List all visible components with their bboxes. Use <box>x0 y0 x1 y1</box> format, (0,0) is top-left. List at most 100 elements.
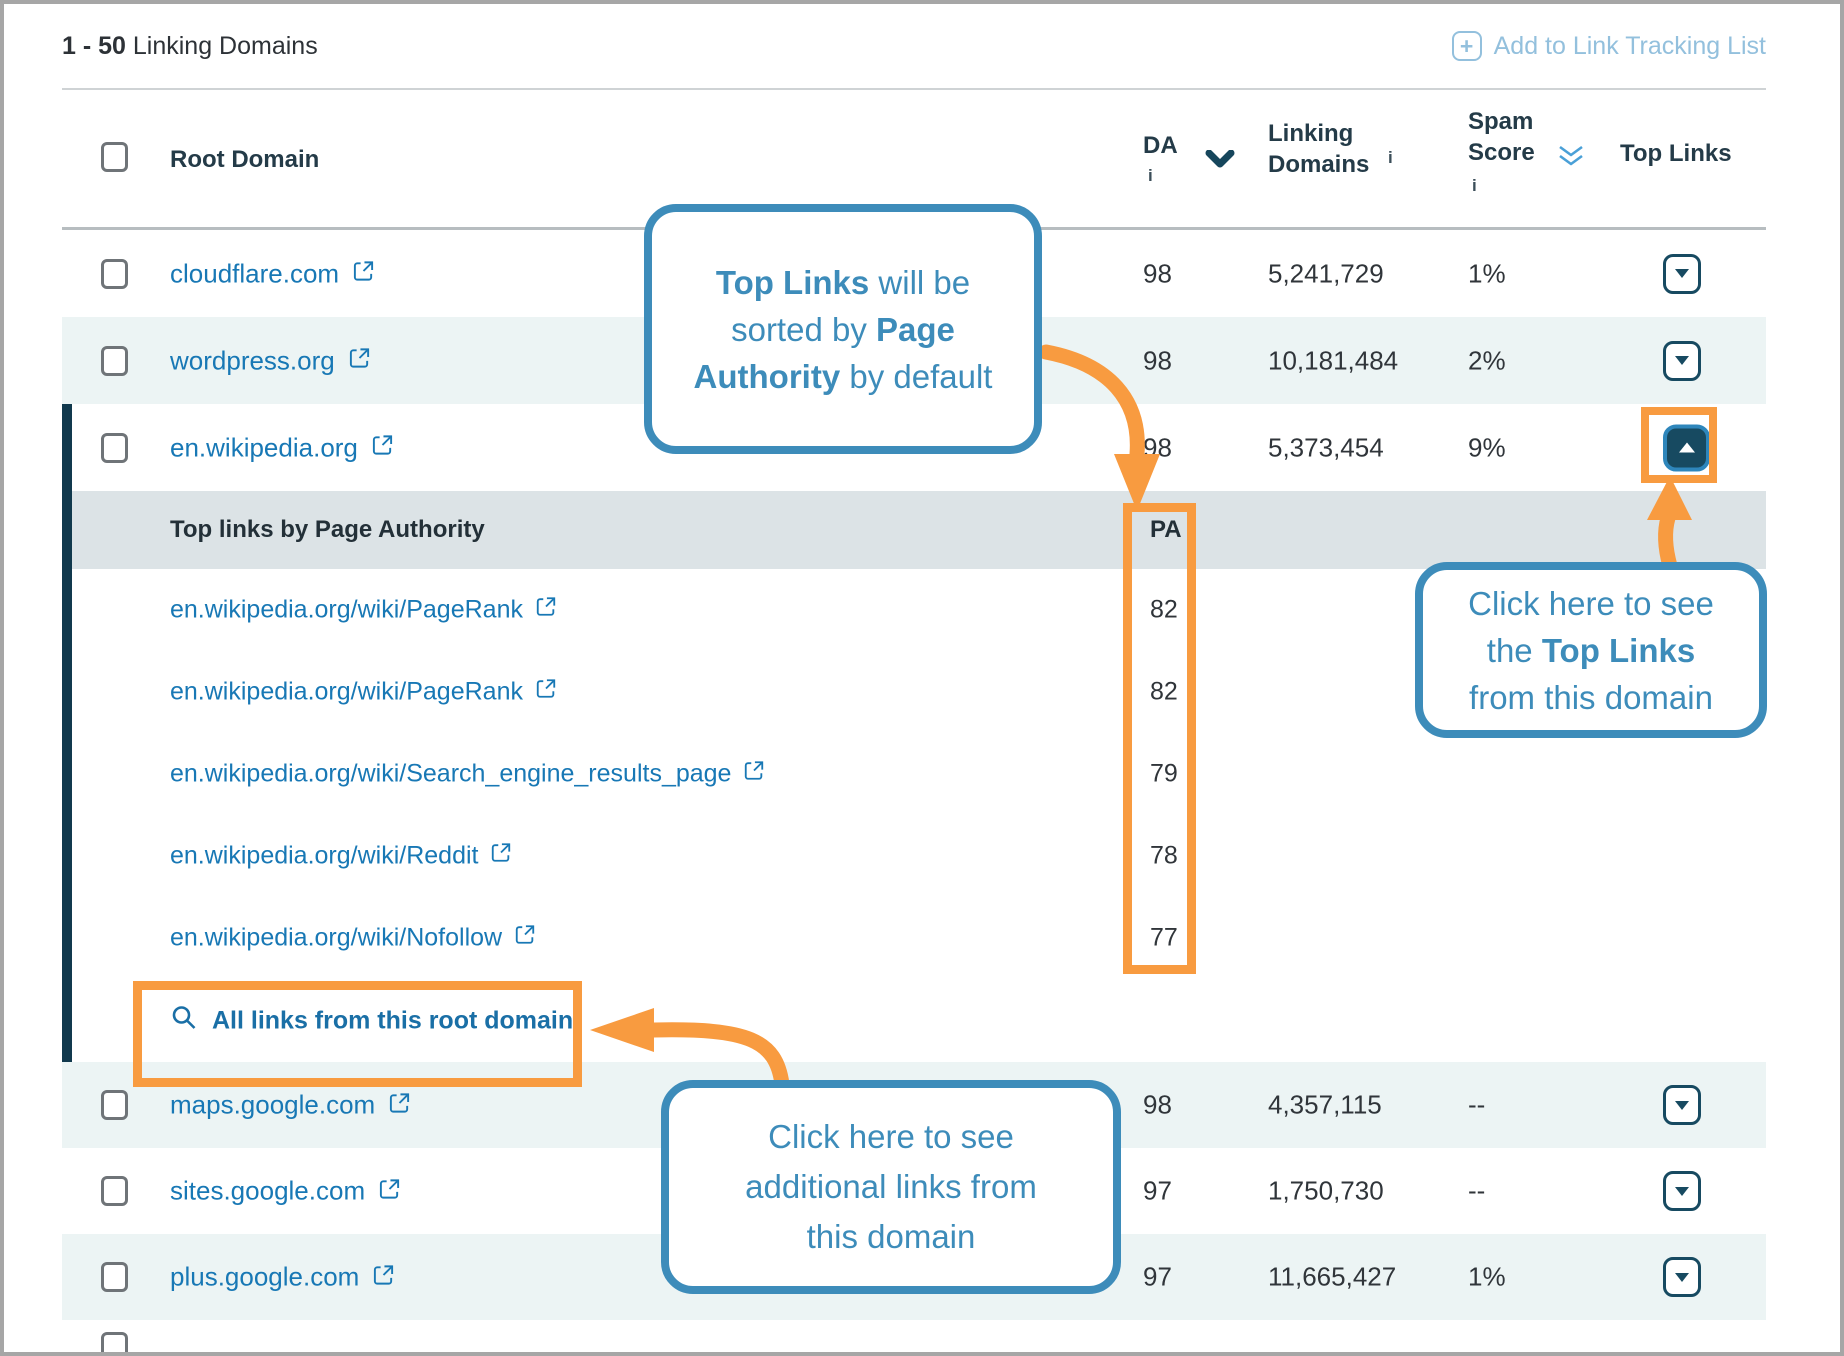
table-row: en.wikipedia.org 98 5,373,454 9% <box>62 404 1766 491</box>
root-domain-link[interactable]: plus.google.com <box>170 1261 360 1292</box>
top-links-collapse-button[interactable] <box>1663 424 1710 471</box>
expanded-left-bar <box>62 404 72 1062</box>
top-links-expand-button[interactable] <box>1663 1085 1701 1125</box>
column-top-links: Top Links <box>1620 140 1732 167</box>
pa-value: 77 <box>1150 923 1178 952</box>
plus-icon: + <box>1451 31 1482 61</box>
result-range: 1 - 50 <box>62 31 126 60</box>
caret-down-icon <box>1675 1272 1689 1282</box>
row-checkbox[interactable] <box>101 345 128 376</box>
linking-domains-value: 5,373,454 <box>1268 432 1384 462</box>
page-title: 1 - 50 Linking Domains <box>62 32 318 61</box>
spam-score-info-icon[interactable]: i <box>1472 176 1477 195</box>
da-value: 98 <box>1143 432 1172 462</box>
external-link-icon[interactable] <box>348 347 371 375</box>
da-value: 97 <box>1143 1261 1172 1292</box>
callout-top-links-sort: Top Links will be sorted by Page Authori… <box>644 204 1042 454</box>
pa-column-highlight <box>1123 503 1196 974</box>
all-links-label: All links from this root domain <box>212 1006 574 1034</box>
add-to-link-tracking-label: Add to Link Tracking List <box>1493 31 1766 60</box>
linking-domains-value: 1,750,730 <box>1268 1175 1384 1206</box>
external-link-icon[interactable] <box>388 1091 411 1119</box>
external-link-icon[interactable] <box>535 596 557 625</box>
top-link-url[interactable]: en.wikipedia.org/wiki/Nofollow <box>170 924 536 953</box>
top-link-url[interactable]: en.wikipedia.org/wiki/PageRank <box>170 678 557 707</box>
da-value: 98 <box>1143 345 1172 375</box>
row-checkbox[interactable] <box>101 1176 128 1206</box>
caret-up-icon <box>1678 442 1695 453</box>
callout-top-links-toggle: Click here to see the Top Links from thi… <box>1415 562 1767 738</box>
external-link-icon[interactable] <box>378 1177 401 1205</box>
top-links-expand-button[interactable] <box>1663 1257 1701 1297</box>
spam-score-value: 1% <box>1468 258 1506 288</box>
select-all-checkbox[interactable] <box>101 142 128 172</box>
callout-additional-links: Click here to see additional links from … <box>661 1080 1121 1294</box>
root-domain-link[interactable]: cloudflare.com <box>170 258 340 288</box>
caret-down-icon <box>1675 269 1689 278</box>
pa-value: 79 <box>1150 759 1178 788</box>
caret-down-icon <box>1675 1186 1689 1196</box>
double-chevron-icon[interactable] <box>1556 144 1586 173</box>
column-da: DA <box>1143 132 1178 159</box>
caret-down-icon <box>1675 1100 1689 1110</box>
linking-domains-value: 10,181,484 <box>1268 345 1399 375</box>
spam-score-value: -- <box>1468 1089 1486 1120</box>
all-links-row: All links from this root domain <box>62 979 1766 1062</box>
column-linking-domains: Linking Domains <box>1268 120 1370 178</box>
top-links-expand-button[interactable] <box>1663 253 1701 294</box>
caret-down-icon <box>1675 356 1689 365</box>
sort-desc-icon[interactable] <box>1205 149 1235 173</box>
da-value: 98 <box>1143 1089 1172 1120</box>
top-link-row: en.wikipedia.org/wiki/Search_engine_resu… <box>62 733 1766 815</box>
linking-domains-value: 5,241,729 <box>1268 258 1384 288</box>
section-title: Top links by Page Authority <box>170 516 485 543</box>
external-link-icon[interactable] <box>352 260 375 288</box>
top-links-expand-button[interactable] <box>1663 1171 1701 1211</box>
result-title: Linking Domains <box>132 31 318 60</box>
table-row: cloudflare.com 98 5,241,729 1% <box>62 230 1766 317</box>
row-checkbox[interactable] <box>101 1332 128 1352</box>
external-link-icon[interactable] <box>372 1263 395 1291</box>
all-links-button[interactable]: All links from this root domain <box>170 1003 573 1038</box>
pa-value: 82 <box>1150 677 1178 706</box>
spam-score-value: 1% <box>1468 1261 1506 1292</box>
spam-score-value: 9% <box>1468 432 1506 462</box>
top-links-section-header: Top links by Page Authority PA <box>62 491 1766 569</box>
row-checkbox[interactable] <box>101 432 128 463</box>
top-link-url[interactable]: en.wikipedia.org/wiki/Search_engine_resu… <box>170 760 765 789</box>
root-domain-link[interactable]: sites.google.com <box>170 1175 366 1206</box>
all-links-highlight <box>133 981 582 1087</box>
external-link-icon[interactable] <box>743 760 765 789</box>
row-checkbox[interactable] <box>101 1262 128 1292</box>
linking-domains-info-icon[interactable]: i <box>1388 148 1393 167</box>
title-bar: 1 - 50 Linking Domains + Add to Link Tra… <box>62 4 1766 90</box>
top-links-expand-button[interactable] <box>1663 340 1701 381</box>
external-link-icon[interactable] <box>535 678 557 707</box>
external-link-icon[interactable] <box>371 434 394 462</box>
top-link-row: en.wikipedia.org/wiki/Reddit 78 <box>62 815 1766 897</box>
external-link-icon[interactable] <box>514 924 536 953</box>
row-checkbox[interactable] <box>101 1090 128 1120</box>
expanded-domain-group: en.wikipedia.org 98 5,373,454 9% Top lin… <box>62 404 1766 1062</box>
da-value: 97 <box>1143 1175 1172 1206</box>
spam-score-value: -- <box>1468 1175 1486 1206</box>
row-checkbox[interactable] <box>101 258 128 289</box>
top-link-url[interactable]: en.wikipedia.org/wiki/PageRank <box>170 596 557 625</box>
expand-button-highlight <box>1641 407 1717 483</box>
root-domain-link[interactable]: en.wikipedia.org <box>170 432 358 462</box>
top-link-row: en.wikipedia.org/wiki/Nofollow 77 <box>62 897 1766 979</box>
table-row: sites.google.com 97 1,750,730 -- <box>62 1148 1766 1234</box>
pa-value: 78 <box>1150 841 1178 870</box>
top-link-url[interactable]: en.wikipedia.org/wiki/Reddit <box>170 842 512 871</box>
column-root-domain: Root Domain <box>170 146 320 173</box>
spam-score-value: 2% <box>1468 345 1506 375</box>
add-to-link-tracking-button[interactable]: + Add to Link Tracking List <box>1451 31 1766 61</box>
root-domain-link[interactable]: wordpress.org <box>170 345 335 375</box>
root-domain-link[interactable]: maps.google.com <box>170 1089 376 1120</box>
linking-domains-value: 4,357,115 <box>1268 1089 1382 1120</box>
linking-domains-value: 11,665,427 <box>1268 1261 1397 1292</box>
da-info-icon[interactable]: i <box>1148 166 1153 185</box>
external-link-icon[interactable] <box>490 842 512 871</box>
pa-value: 82 <box>1150 595 1178 624</box>
